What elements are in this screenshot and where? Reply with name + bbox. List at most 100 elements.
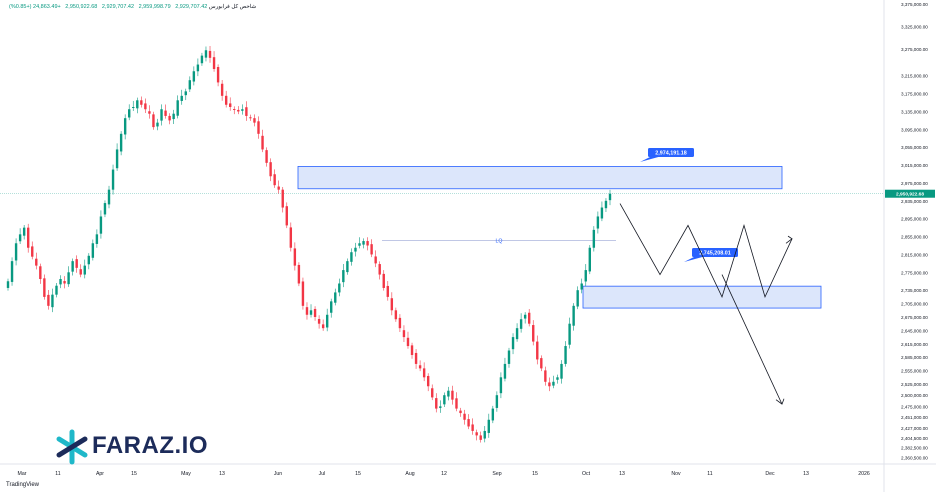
candle-body: [160, 109, 163, 121]
candle-body: [536, 341, 539, 360]
candle-body: [144, 103, 147, 110]
candle-body: [463, 413, 466, 420]
time-tick-label: Sep: [492, 471, 501, 477]
candle-body: [31, 246, 34, 257]
candle-body: [220, 83, 224, 96]
time-tick-label: 11: [707, 471, 712, 477]
candle-body: [216, 67, 220, 83]
candle-body: [237, 109, 240, 112]
candle-body: [414, 352, 418, 364]
candle-body: [285, 206, 288, 226]
projection-path-a: [619, 203, 793, 299]
last-price-text: 2,950,922.68: [896, 192, 924, 198]
price-tick-label: 2,525,000.00: [901, 382, 928, 387]
candle-body: [208, 50, 212, 58]
candle-body: [22, 227, 26, 236]
time-tick-label: 13: [219, 471, 225, 477]
price-tick-label: 2,404,500.00: [901, 436, 928, 441]
candle-body: [277, 186, 280, 190]
projection-arrow-b: [775, 398, 785, 405]
candle-body: [14, 243, 18, 261]
candle-body: [382, 273, 385, 288]
candle-body: [257, 121, 260, 134]
zones: 2,974,191.18 2,745,208.01 LQ: [297, 148, 822, 309]
candle-body: [354, 247, 357, 252]
candle-body: [75, 259, 78, 268]
candle-body: [317, 319, 321, 324]
symbol-name: شاخص کل فرابورس: [208, 4, 257, 10]
candle-body: [180, 95, 183, 101]
candle-body: [128, 109, 131, 118]
candle-body: [289, 227, 293, 248]
candle-body: [10, 261, 14, 282]
candle-body: [55, 285, 58, 295]
price-tick-label: 2,775,000.00: [901, 270, 928, 275]
time-axis[interactable]: Mar 11 Apr 15 May 13 Jun Jul 15 Aug 12 Sep 15 Oct 13 No…: [18, 471, 870, 477]
candle-body: [6, 281, 10, 288]
time-tick-label: 13: [619, 471, 625, 477]
candle-body: [136, 100, 139, 109]
candle-body: [51, 294, 54, 308]
candle-body: [224, 95, 228, 105]
candle-body: [338, 283, 341, 293]
candle-body: [297, 264, 301, 284]
price-axis[interactable]: 3,375,000.00 3,325,000.00 3,275,000.00 3,21…: [885, 2, 935, 461]
ohlc-high: 2,959,998.79: [138, 4, 171, 10]
candle-body: [200, 55, 204, 64]
candle-body: [172, 113, 175, 120]
candle-body: [511, 337, 515, 350]
candles: [6, 46, 612, 443]
candle-body: [572, 305, 575, 326]
candle-body: [309, 310, 313, 315]
time-tick-label: May: [181, 471, 191, 477]
candle-body: [67, 272, 70, 285]
candle-body: [406, 337, 410, 347]
candle-body: [394, 310, 398, 320]
price-tick-label: 3,175,000.00: [901, 92, 928, 97]
candle-body: [273, 174, 276, 186]
candle-body: [281, 189, 284, 208]
candle-body: [188, 80, 192, 90]
candle-body: [358, 243, 361, 246]
candle-body: [366, 241, 369, 246]
candle-body: [99, 216, 103, 234]
candle-body: [580, 283, 583, 290]
candle-body: [576, 290, 579, 307]
tradingview-attribution[interactable]: TradingView: [6, 482, 40, 488]
time-tick-label: Mar: [18, 471, 27, 477]
candle-body: [47, 294, 50, 306]
candle-body: [548, 382, 551, 387]
candle-body: [410, 345, 414, 355]
price-tick-label: 2,451,000.00: [901, 415, 928, 420]
time-tick-label: Aug: [405, 471, 414, 477]
candle-body: [212, 57, 216, 70]
candle-body: [265, 150, 268, 163]
time-tick-label: 13: [803, 471, 809, 477]
candle-body: [544, 370, 547, 382]
support-label-text: 2,745,208.01: [699, 251, 730, 257]
price-tick-label: 3,325,000.00: [901, 25, 928, 30]
ohlc-open: 2,929,707.42: [175, 4, 208, 10]
candle-body: [350, 252, 353, 262]
price-tick-label: 2,382,500.00: [901, 446, 928, 451]
candle-body: [43, 278, 46, 297]
candle-body: [592, 229, 596, 248]
candle-body: [261, 135, 264, 150]
candle-body: [402, 330, 406, 338]
time-tick-label: 15: [131, 471, 137, 477]
price-tick-label: 2,360,500.00: [901, 456, 928, 461]
price-tick-label: 3,275,000.00: [901, 47, 928, 52]
candle-body: [523, 314, 527, 319]
candle-body: [334, 292, 337, 303]
candle-body: [495, 395, 499, 408]
ohlc-low: 2,929,707.42: [101, 4, 135, 10]
candle-body: [119, 133, 123, 152]
candle-body: [608, 193, 612, 201]
candle-body: [362, 241, 365, 245]
candle-body: [293, 248, 297, 266]
candle-body: [156, 122, 159, 127]
candle-body: [378, 264, 381, 275]
candle-body: [115, 149, 119, 169]
candle-body: [479, 435, 482, 440]
